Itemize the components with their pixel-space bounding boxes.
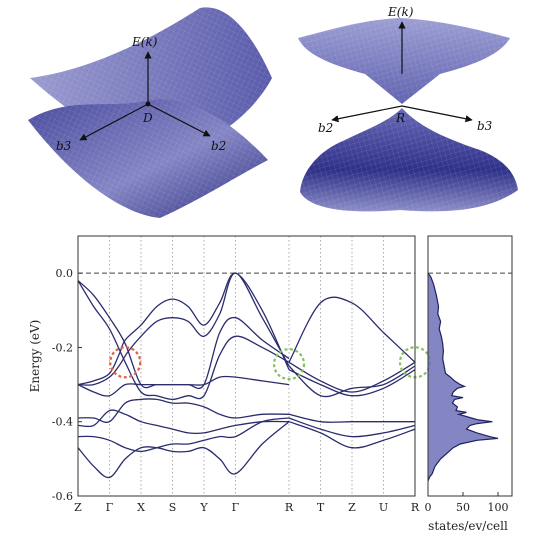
- dos-xtick-label: 50: [456, 501, 470, 514]
- dos-xtick-label: 100: [488, 501, 509, 514]
- ytick-label: -0.4: [52, 416, 73, 429]
- dos-ticks: 0 50 100: [425, 492, 509, 514]
- panel-b-lower-mesh: [300, 108, 518, 212]
- panel-b-b2-arrow: [331, 105, 403, 123]
- dos-xlabel: states/ev/cell: [428, 519, 508, 533]
- kpoint-label: U: [379, 501, 388, 514]
- band-line: [77, 398, 290, 423]
- kpoint-label: S: [169, 501, 177, 514]
- panel-b-point-label: R: [395, 111, 405, 125]
- dos-frame: [427, 235, 513, 497]
- band-line: [288, 421, 416, 449]
- band-line: [288, 369, 416, 397]
- panel-a-lower-mesh: [28, 99, 268, 218]
- panel-a-surface: E(k) D b3 b2: [28, 7, 272, 218]
- crossing-marker: [109, 346, 142, 379]
- kpoint-label: T: [317, 501, 325, 514]
- panel-a-energy-label: E(k): [131, 35, 158, 49]
- band-structure-ylabel: Energy (eV): [28, 320, 42, 393]
- kpoint-label: Γ: [106, 501, 114, 514]
- panel-a-degeneracy-point: [145, 101, 151, 107]
- kpoint-label: X: [137, 501, 145, 514]
- panel-a-b2-arrow: [147, 103, 211, 137]
- ytick-label: 0.0: [56, 267, 74, 280]
- band-line: [77, 421, 290, 479]
- band-structure-frame: [77, 235, 416, 497]
- band-line: [77, 272, 290, 386]
- band-structure-ticks: 0.0-0.2-0.4-0.6Z Γ X S Y Γ R T Z U R: [52, 267, 420, 514]
- panel-a-point-label: D: [142, 111, 153, 125]
- kpoint-label: Z: [74, 501, 82, 514]
- kpoint-label: Γ: [232, 501, 240, 514]
- crossing-marker: [272, 348, 306, 381]
- kpoint-label: Z: [348, 501, 356, 514]
- kpoint-label: R: [411, 501, 420, 514]
- band-line: [288, 365, 416, 398]
- panel-b-b3-label: b3: [477, 119, 493, 133]
- band-line: [288, 361, 416, 393]
- band-line: [288, 413, 415, 423]
- dos-curve: [427, 272, 499, 482]
- band-line: [77, 280, 290, 401]
- panel-a-b3-label: b3: [56, 139, 72, 153]
- panel-b-upper-mesh: [298, 18, 510, 104]
- panel-b-surface: E(k) R b2 b3: [298, 5, 518, 212]
- band-line: [77, 375, 290, 397]
- band-line: [77, 409, 290, 434]
- kpoint-label: R: [285, 501, 294, 514]
- band-line: [288, 296, 416, 363]
- dos-area: [428, 273, 498, 482]
- ytick-label: -0.6: [52, 490, 73, 503]
- band-structure-grid: [78, 236, 415, 496]
- panel-b-energy-label: E(k): [387, 5, 414, 19]
- band-structure-lines: [77, 272, 416, 479]
- panel-b-b2-label: b2: [318, 121, 333, 135]
- panel-b-b3-arrow: [401, 105, 473, 123]
- kpoint-label: Y: [199, 501, 208, 514]
- ytick-label: -0.2: [52, 341, 73, 354]
- panel-a-b2-label: b2: [211, 139, 226, 153]
- dos-plot: 0 50 100 states/ev/cell: [425, 235, 513, 533]
- dos-xtick-label: 0: [425, 501, 432, 514]
- band-line: [77, 417, 290, 453]
- band-line: [288, 417, 416, 438]
- panel-a-b3-arrow: [79, 103, 149, 141]
- band-structure-plot: 0.0-0.2-0.4-0.6Z Γ X S Y Γ R T Z U R Energy (eV): [28, 235, 432, 514]
